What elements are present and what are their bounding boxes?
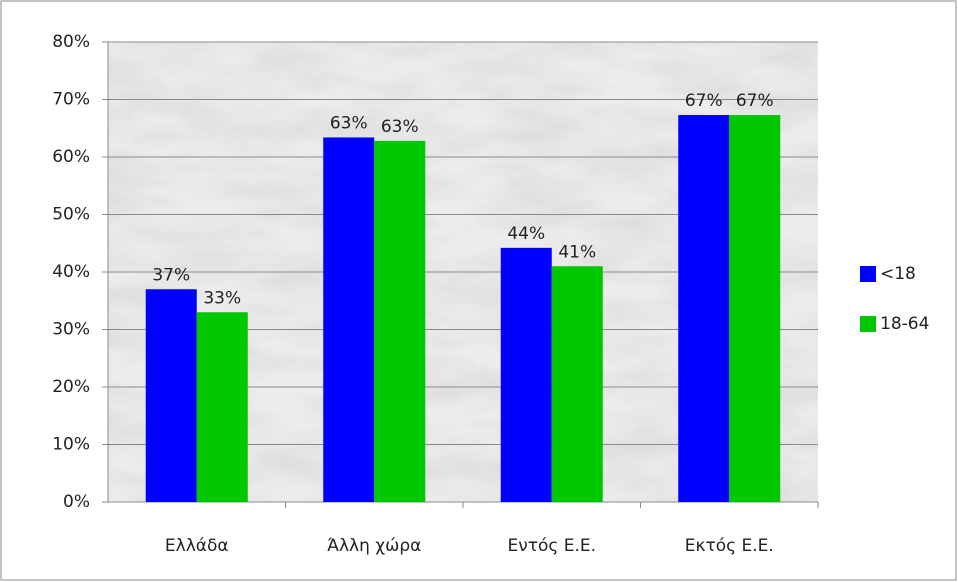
data-label: 67%	[685, 91, 723, 111]
data-label: 63%	[381, 117, 419, 137]
y-tick-label: 60%	[52, 147, 90, 167]
y-tick-label: 70%	[52, 90, 90, 110]
y-tick-label: 0%	[63, 492, 90, 512]
legend-label: <18	[880, 264, 916, 284]
data-label: 44%	[507, 224, 545, 244]
y-tick-label: 80%	[52, 32, 90, 52]
x-tick-label: Ελλάδα	[165, 536, 229, 556]
data-label: 41%	[558, 242, 596, 262]
y-tick-label: 50%	[52, 205, 90, 225]
bar	[500, 247, 552, 502]
bar	[551, 266, 603, 502]
y-tick-label: 10%	[52, 435, 90, 455]
legend-swatch	[860, 316, 876, 332]
x-tick-label: Άλλη χώρα	[327, 536, 421, 556]
bar	[323, 137, 375, 502]
y-tick-label: 40%	[52, 262, 90, 282]
legend-label: 18-64	[880, 314, 929, 334]
bar	[196, 312, 248, 502]
y-tick-label: 20%	[52, 377, 90, 397]
bar	[678, 115, 730, 503]
x-tick-label: Εκτός Ε.Ε.	[685, 536, 774, 556]
x-tick-label: Εντός Ε.Ε.	[507, 536, 596, 556]
data-label: 67%	[736, 91, 774, 111]
legend-swatch	[860, 266, 876, 282]
data-label: 63%	[330, 113, 368, 133]
data-label: 33%	[203, 288, 241, 308]
bar	[729, 115, 781, 503]
y-tick-label: 30%	[52, 320, 90, 340]
bar	[374, 140, 426, 502]
bar	[145, 289, 197, 502]
data-label: 37%	[152, 265, 190, 285]
